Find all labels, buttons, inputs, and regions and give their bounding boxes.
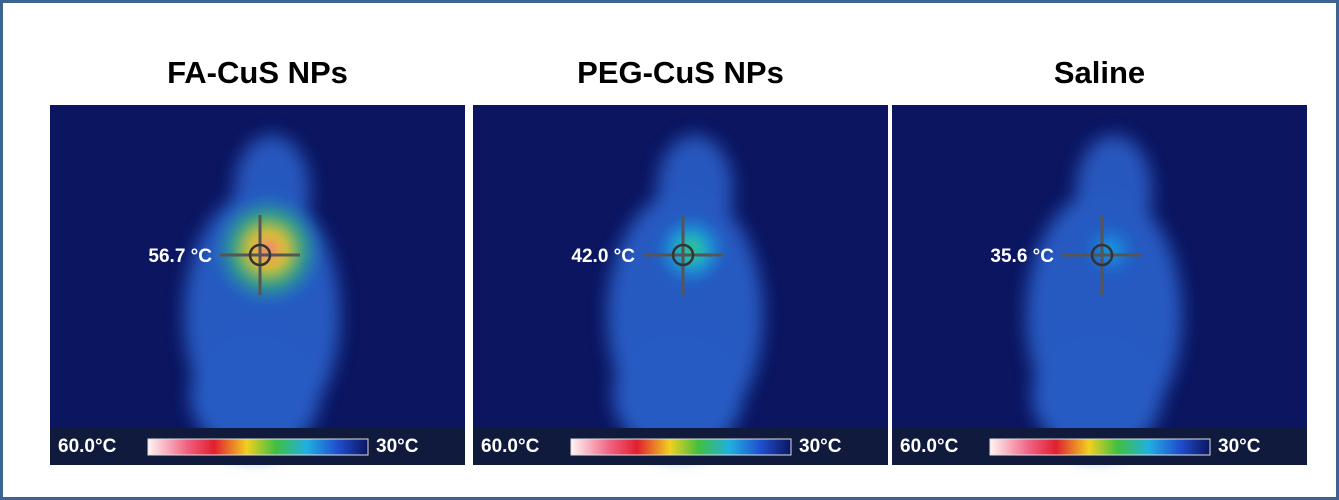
scale-max: 60.0°C <box>900 436 959 457</box>
thermal-image: 42.0 °C 60.0°C 30°C <box>473 105 888 465</box>
page: {"panels": [ {"title": "FA-CuS NPs", "te… <box>0 0 1339 500</box>
panel-title: FA-CuS NPs <box>167 55 348 90</box>
figure: FA-CuS NPs 56.7 °C 60.0°C 30°C PEG-CuS NPs 42… <box>0 0 1339 500</box>
color-bar <box>148 439 368 455</box>
panel-title: PEG-CuS NPs <box>577 55 784 90</box>
scale-min: 30°C <box>376 436 419 457</box>
scale-max: 60.0°C <box>58 436 117 457</box>
thermal-image: 56.7 °C 60.0°C 30°C <box>50 105 465 465</box>
temperature-label: 42.0 °C <box>571 246 635 267</box>
scale-min: 30°C <box>1218 436 1261 457</box>
panel-title: Saline <box>1054 55 1145 90</box>
temperature-label: 56.7 °C <box>148 246 212 267</box>
temperature-label: 35.6 °C <box>990 246 1054 267</box>
thermal-image: 35.6 °C 60.0°C 30°C <box>892 105 1307 465</box>
color-bar <box>990 439 1210 455</box>
color-bar <box>571 439 791 455</box>
scale-max: 60.0°C <box>481 436 540 457</box>
scale-min: 30°C <box>799 436 842 457</box>
